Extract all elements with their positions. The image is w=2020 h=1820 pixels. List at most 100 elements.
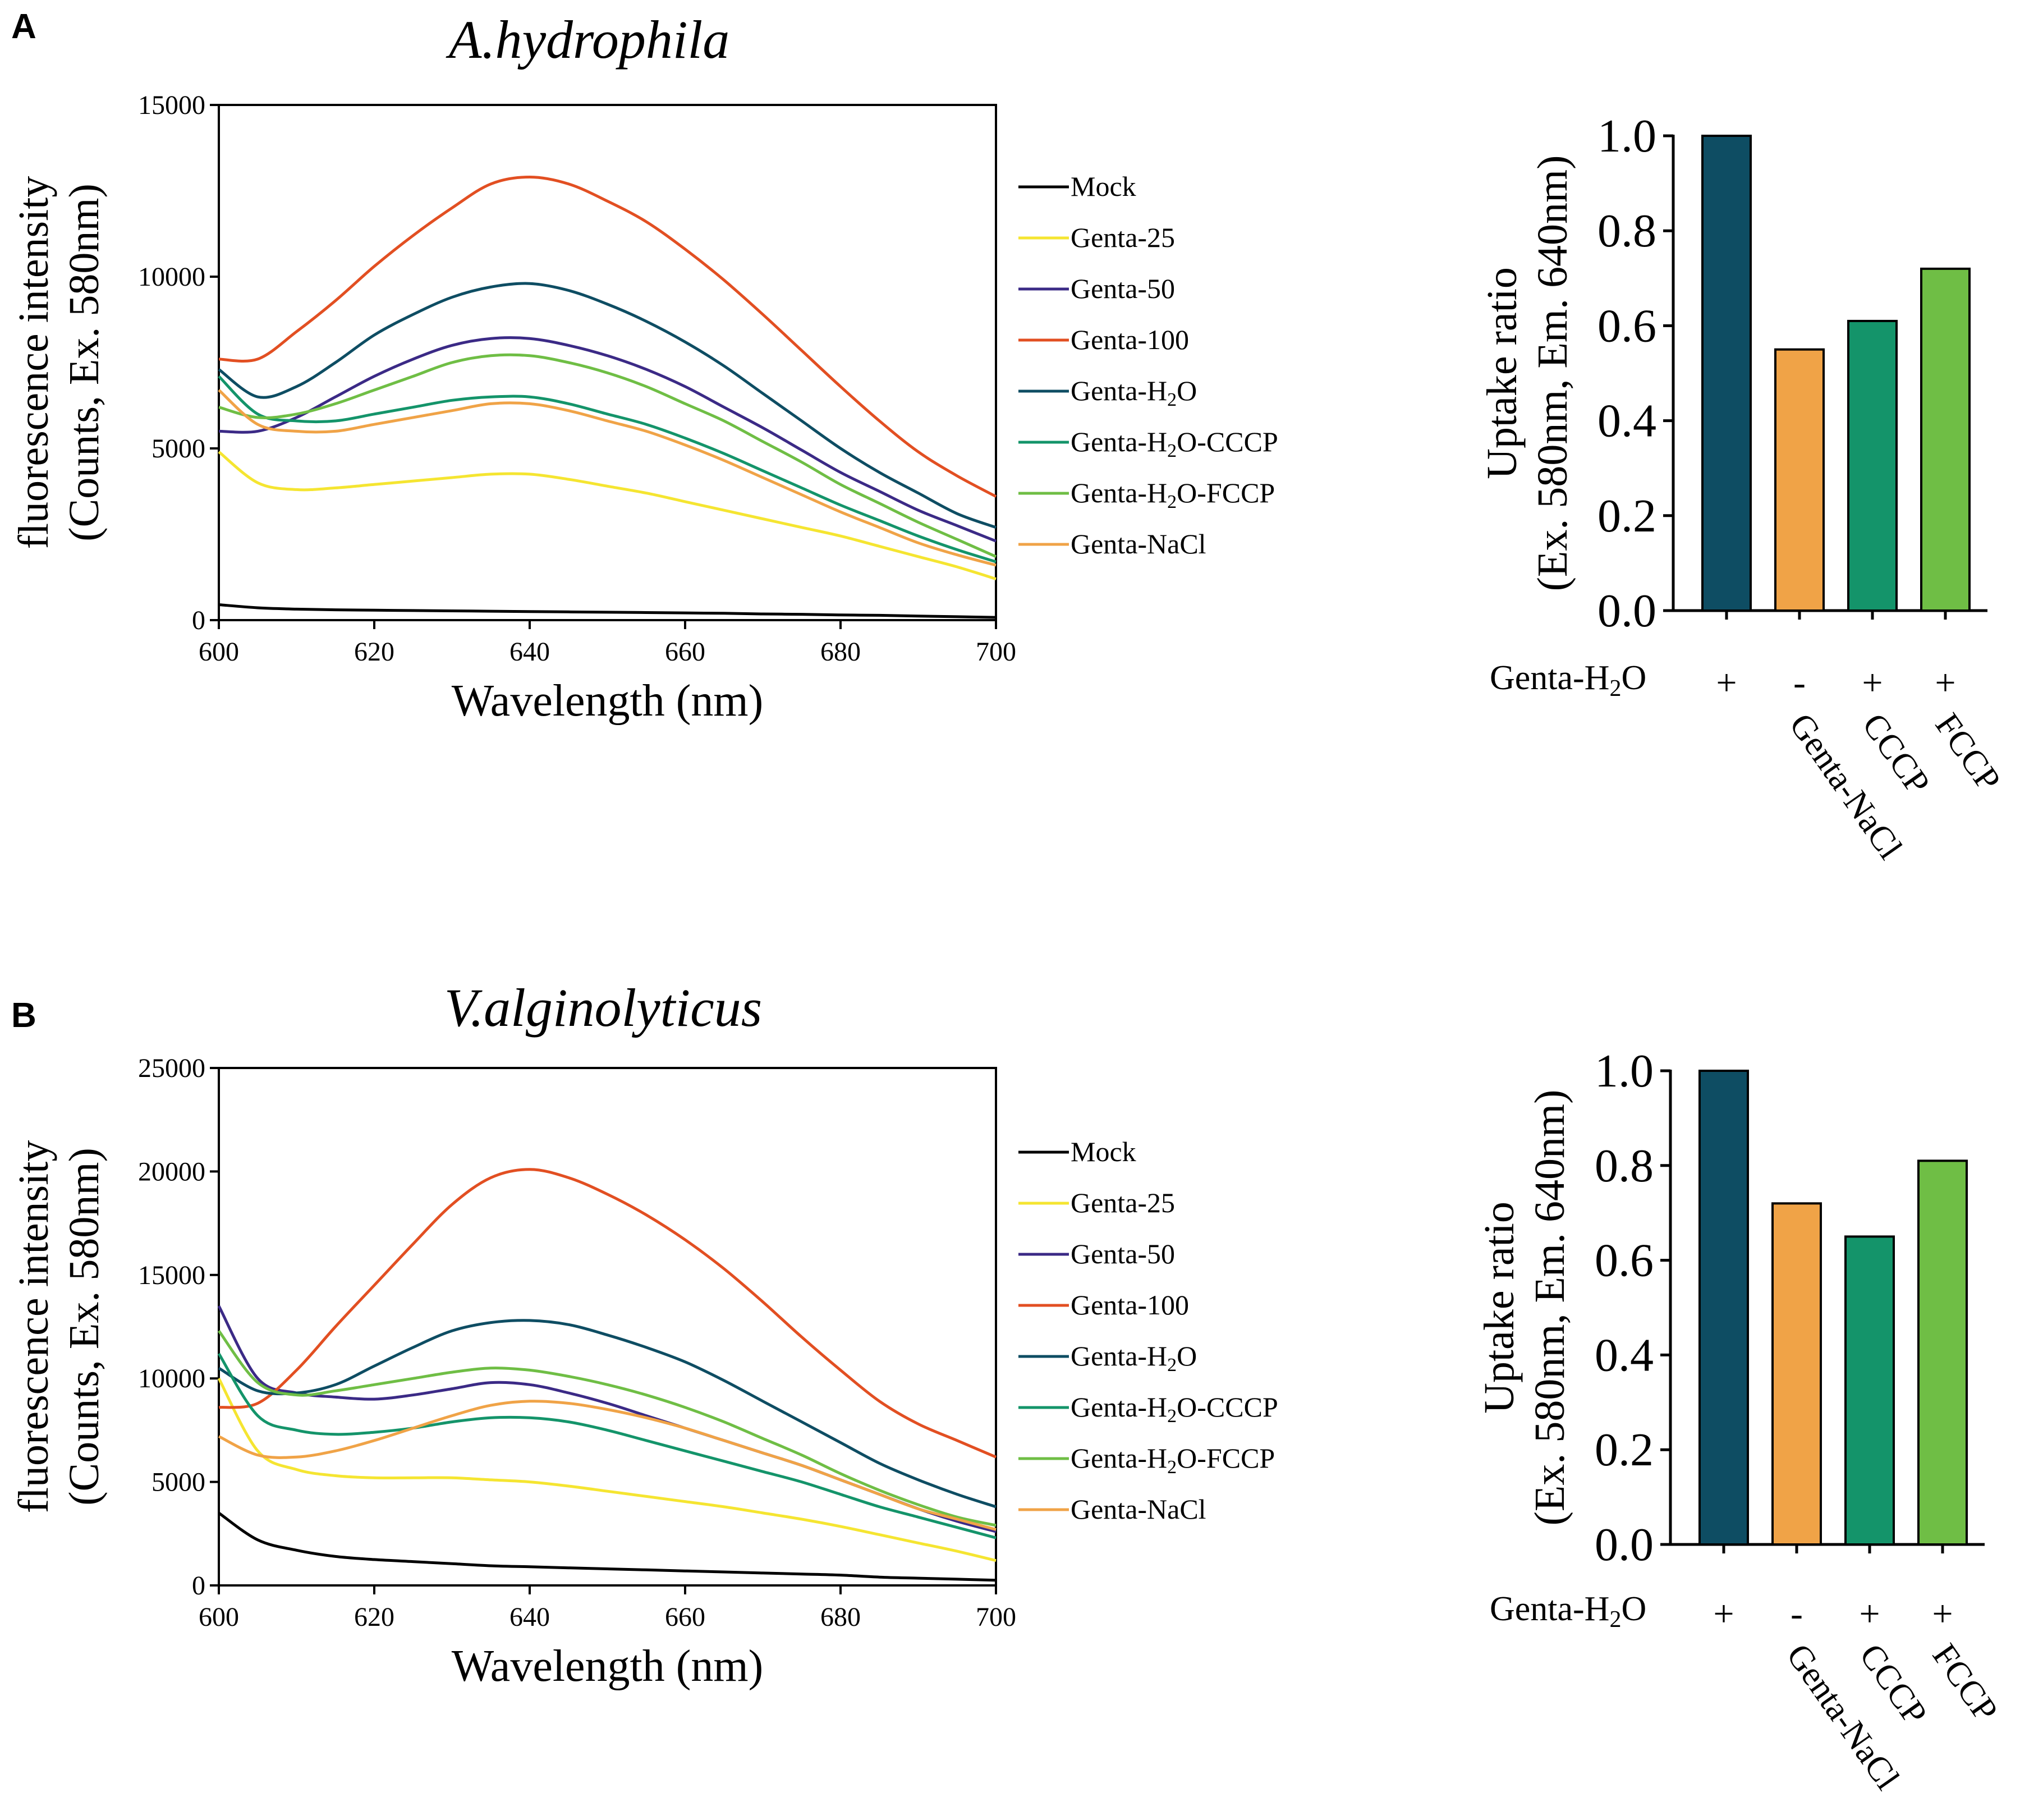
y-tick-label: 5000 — [152, 1468, 205, 1497]
legend-label: Genta-100 — [1071, 1289, 1189, 1321]
y-tick-label: 0 — [192, 606, 205, 635]
category-label: FCCP — [1925, 1637, 2005, 1729]
legend-label: Genta-50 — [1071, 1238, 1175, 1269]
treatment-sign: + — [1862, 662, 1883, 703]
figure: A A.hydrophila 0 5000 10000 15000 600 620 640 6… — [0, 0, 2020, 1820]
x-tick-label: 600 — [199, 1602, 239, 1632]
y-tick-label: 0.0 — [1597, 585, 1656, 637]
line-chart: 0 5000 10000 15000 20000 25000 600 620 640 660 680… — [10, 1053, 1016, 1691]
legend-label: Mock — [1071, 171, 1136, 202]
legend-label: Genta-H2O-CCCP — [1071, 1391, 1278, 1427]
y-axis-label: Uptake ratio — [1479, 267, 1526, 479]
x-tick-label: 660 — [665, 1602, 705, 1632]
x-tick-label: 640 — [509, 1602, 550, 1632]
bar-gentaNaCl — [1775, 350, 1824, 611]
bar-gentaCCCP — [1848, 321, 1897, 611]
y-tick-label: 1.0 — [1595, 1045, 1654, 1097]
treatment-sign: + — [1716, 662, 1737, 703]
y-axis-label: fluorescence intensity — [10, 1140, 57, 1514]
legend-label: Genta-H2O — [1071, 1340, 1197, 1376]
bar-gentaH2O — [1702, 136, 1751, 611]
series-line-genta25 — [219, 1378, 996, 1561]
legend-label: Genta-100 — [1071, 324, 1189, 355]
legend-label: Genta-H2O — [1071, 375, 1197, 410]
x-tick-label: 700 — [976, 1602, 1016, 1632]
series-line-gentaNaCl — [219, 1401, 996, 1530]
y-tick-label: 15000 — [138, 90, 205, 120]
y-axis-label: fluorescence intensity — [10, 176, 57, 549]
series-line-genta100 — [219, 177, 996, 497]
y-axis-label: (Counts, Ex. 580nm) — [61, 1148, 108, 1506]
series-line-genta50 — [219, 1306, 996, 1532]
y-axis-label: (Ex. 580nm, Em. 640nm) — [1529, 155, 1576, 592]
y-tick-label: 0 — [192, 1571, 205, 1601]
series-line-gentaFCCP — [219, 1331, 996, 1525]
treatment-sign: + — [1935, 662, 1955, 703]
legend-label: Genta-H2O-FCCP — [1071, 1442, 1275, 1478]
y-tick-label: 0.0 — [1595, 1519, 1654, 1571]
bar-gentaCCCP — [1845, 1236, 1894, 1544]
x-axis-label: Wavelength (nm) — [452, 676, 764, 726]
bar-chart: 0.0 0.2 0.4 0.6 0.8 1.0 Uptake ratio (Ex. 580nm… — [1479, 110, 2008, 866]
treatment-sign: + — [1859, 1593, 1880, 1634]
legend-label: Mock — [1071, 1136, 1136, 1167]
y-tick-label: 10000 — [138, 1364, 205, 1393]
panel-b: B V.alginolyticus 0 5000 10000 15000 20000 25… — [10, 978, 2005, 1796]
chart-legend: Mock Genta-25 Genta-50 Genta-100 Genta-H2O Ge… — [1018, 1136, 1278, 1525]
y-axis-label: (Ex. 580nm, Em. 640nm) — [1526, 1090, 1573, 1526]
y-tick-label: 0.4 — [1595, 1329, 1654, 1381]
y-tick-label: 0.6 — [1597, 300, 1656, 352]
bar-gentaH2O — [1700, 1071, 1748, 1544]
bar-gentaFCCP — [1918, 1161, 1967, 1544]
x-tick-label: 700 — [976, 637, 1016, 667]
series-line-genta50 — [219, 338, 996, 542]
y-axis-label: (Counts, Ex. 580nm) — [61, 184, 108, 542]
treatment-sign: - — [1793, 662, 1806, 703]
series-line-gentaH2O — [219, 1321, 996, 1507]
row-label: Genta-H2O — [1490, 1590, 1646, 1633]
panel-a: A A.hydrophila 0 5000 10000 15000 600 620 640 6… — [10, 7, 2008, 866]
x-tick-label: 620 — [354, 637, 394, 667]
line-chart: 0 5000 10000 15000 600 620 640 660 680 700 Wavelen… — [10, 90, 1016, 726]
treatment-sign: + — [1713, 1593, 1734, 1634]
chart-legend: Mock Genta-25 Genta-50 Genta-100 Genta-H2O Ge… — [1018, 171, 1278, 560]
y-tick-label: 0.2 — [1597, 490, 1656, 542]
treatment-sign: + — [1932, 1593, 1953, 1634]
y-tick-label: 25000 — [138, 1053, 205, 1083]
series-line-gentaCCCP — [219, 1354, 996, 1538]
legend-label: Genta-H2O-FCCP — [1071, 477, 1275, 512]
x-tick-label: 660 — [665, 637, 705, 667]
row-label: Genta-H2O — [1490, 659, 1646, 702]
series-line-mock — [219, 1513, 996, 1580]
series-line-mock — [219, 605, 996, 618]
y-tick-label: 10000 — [138, 262, 205, 292]
panel-label: B — [11, 996, 36, 1035]
category-label: FCCP — [1928, 707, 2008, 798]
x-tick-label: 640 — [509, 637, 550, 667]
panel-label: A — [11, 7, 36, 46]
x-tick-label: 620 — [354, 1602, 394, 1632]
series-line-gentaNaCl — [219, 390, 996, 565]
legend-label: Genta-NaCl — [1071, 1493, 1206, 1525]
bar-gentaFCCP — [1921, 269, 1970, 611]
line-chart-title: V.alginolyticus — [444, 978, 762, 1038]
y-tick-label: 0.6 — [1595, 1235, 1654, 1287]
legend-label: Genta-50 — [1071, 273, 1175, 304]
y-tick-label: 5000 — [152, 434, 205, 464]
y-axis-label: Uptake ratio — [1476, 1202, 1523, 1414]
line-chart-title: A.hydrophila — [446, 10, 729, 70]
legend-label: Genta-NaCl — [1071, 528, 1206, 560]
legend-label: Genta-H2O-CCCP — [1071, 426, 1278, 461]
bar-chart: 0.0 0.2 0.4 0.6 0.8 1.0 Uptake ratio (Ex. 580nm… — [1476, 1045, 2005, 1796]
bar-gentaNaCl — [1773, 1203, 1821, 1544]
y-tick-label: 0.8 — [1595, 1140, 1654, 1192]
x-tick-label: 600 — [199, 637, 239, 667]
y-tick-label: 20000 — [138, 1157, 205, 1186]
y-tick-label: 1.0 — [1597, 110, 1656, 162]
y-tick-label: 0.4 — [1597, 395, 1656, 447]
x-tick-label: 680 — [820, 1602, 861, 1632]
x-tick-label: 680 — [820, 637, 861, 667]
legend-label: Genta-25 — [1071, 1187, 1175, 1218]
x-axis-label: Wavelength (nm) — [452, 1642, 764, 1691]
treatment-sign: - — [1791, 1593, 1803, 1634]
